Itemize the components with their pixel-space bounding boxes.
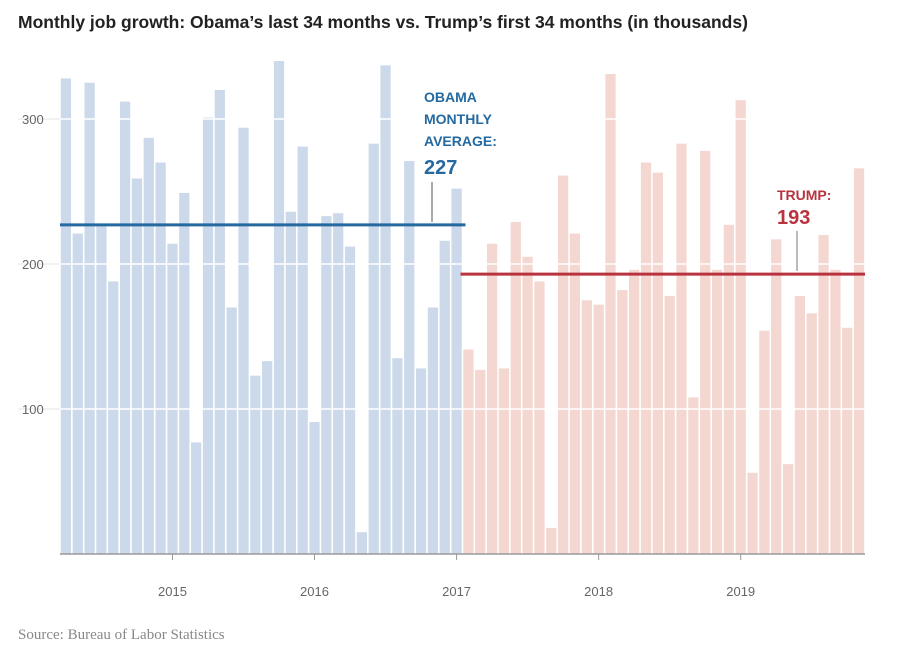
- bar-obama: [262, 361, 273, 554]
- average-lines: [60, 223, 865, 276]
- bar-trump: [853, 168, 865, 555]
- obama-label-line-1: OBAMA: [424, 89, 477, 105]
- bar-trump: [510, 221, 521, 554]
- x-tick-label: 2016: [300, 584, 329, 599]
- bar-trump: [664, 295, 675, 554]
- bar-obama: [392, 358, 403, 554]
- bar-trump: [735, 100, 746, 555]
- bar-obama: [427, 307, 439, 554]
- bar-obama: [143, 137, 154, 554]
- bar-trump: [569, 233, 581, 555]
- obama-label-line-3: AVERAGE:: [424, 133, 497, 149]
- bar-obama: [131, 178, 143, 554]
- bar-trump: [534, 281, 545, 554]
- bar-obama: [297, 146, 308, 555]
- bar-trump: [688, 397, 699, 554]
- bar-trump: [605, 74, 616, 555]
- bar-trump: [771, 239, 782, 554]
- bar-trump: [842, 327, 853, 554]
- obama-label-line-2: MONTHLY: [424, 111, 493, 127]
- bar-trump: [486, 243, 498, 554]
- bar-obama: [404, 161, 415, 555]
- bar-obama: [96, 226, 107, 555]
- bar-obama: [451, 188, 462, 554]
- bar-trump: [700, 150, 711, 554]
- bar-obama: [119, 101, 131, 554]
- bar-obama: [238, 127, 249, 554]
- bar-obama: [415, 368, 427, 554]
- bar-trump: [463, 349, 474, 554]
- bar-trump: [581, 300, 592, 554]
- bar-trump: [759, 330, 770, 554]
- bar-obama: [167, 243, 178, 554]
- bar-obama: [368, 143, 379, 554]
- trump-average-value: 193: [777, 207, 810, 229]
- x-tick-label: 2015: [158, 584, 187, 599]
- bar-trump: [794, 295, 806, 554]
- axis: 100 200 300 2015 2016 2017 2018 2019: [22, 112, 865, 599]
- bar-trump: [818, 235, 829, 554]
- bar-obama: [380, 65, 391, 554]
- bar-obama: [191, 442, 202, 554]
- bar-trump: [546, 527, 557, 554]
- bar-obama: [202, 117, 214, 555]
- bar-obama: [356, 532, 367, 554]
- bar-trump: [498, 368, 510, 554]
- bar-obama: [60, 78, 72, 555]
- bar-obama: [285, 211, 296, 555]
- bar-obama: [321, 216, 332, 554]
- y-tick-label: 200: [22, 257, 44, 272]
- x-tick-label: 2018: [584, 584, 613, 599]
- bar-obama: [250, 375, 261, 554]
- bar-trump: [652, 172, 663, 554]
- x-tick-label: 2019: [726, 584, 755, 599]
- bar-obama: [179, 192, 190, 554]
- obama-average-value: 227: [424, 157, 457, 179]
- bar-trump: [723, 224, 734, 554]
- bar-obama: [108, 281, 119, 554]
- source-note: Source: Bureau of Labor Statistics: [18, 627, 225, 643]
- bar-trump: [676, 143, 687, 554]
- bar-trump: [593, 304, 604, 554]
- bar-obama: [273, 61, 285, 554]
- bar-trump: [617, 290, 628, 554]
- bar-obama: [344, 246, 356, 554]
- bar-obama: [333, 213, 344, 554]
- gridlines: [18, 118, 865, 410]
- bar-obama: [309, 422, 320, 554]
- bar-obama: [226, 307, 237, 554]
- bar-trump: [830, 269, 841, 554]
- bar-trump: [522, 256, 533, 554]
- bar-trump: [475, 369, 486, 554]
- y-tick-label: 100: [22, 402, 44, 417]
- trump-label: TRUMP:: [777, 187, 831, 203]
- bar-trump: [747, 472, 758, 554]
- bar-trump: [558, 175, 569, 555]
- bars: [60, 61, 865, 555]
- bar-obama: [214, 90, 225, 554]
- bar-obama: [439, 240, 450, 555]
- bar-trump: [782, 464, 794, 554]
- x-tick-label: 2017: [442, 584, 471, 599]
- chart-title: Monthly job growth: Obama’s last 34 mont…: [18, 12, 748, 32]
- bar-obama: [84, 82, 95, 554]
- bar-obama: [155, 162, 166, 554]
- bar-trump: [711, 269, 723, 554]
- y-tick-label: 300: [22, 112, 44, 127]
- bar-obama: [72, 233, 83, 555]
- bar-trump: [629, 269, 640, 554]
- bar-trump: [640, 162, 652, 554]
- bar-trump: [806, 313, 817, 554]
